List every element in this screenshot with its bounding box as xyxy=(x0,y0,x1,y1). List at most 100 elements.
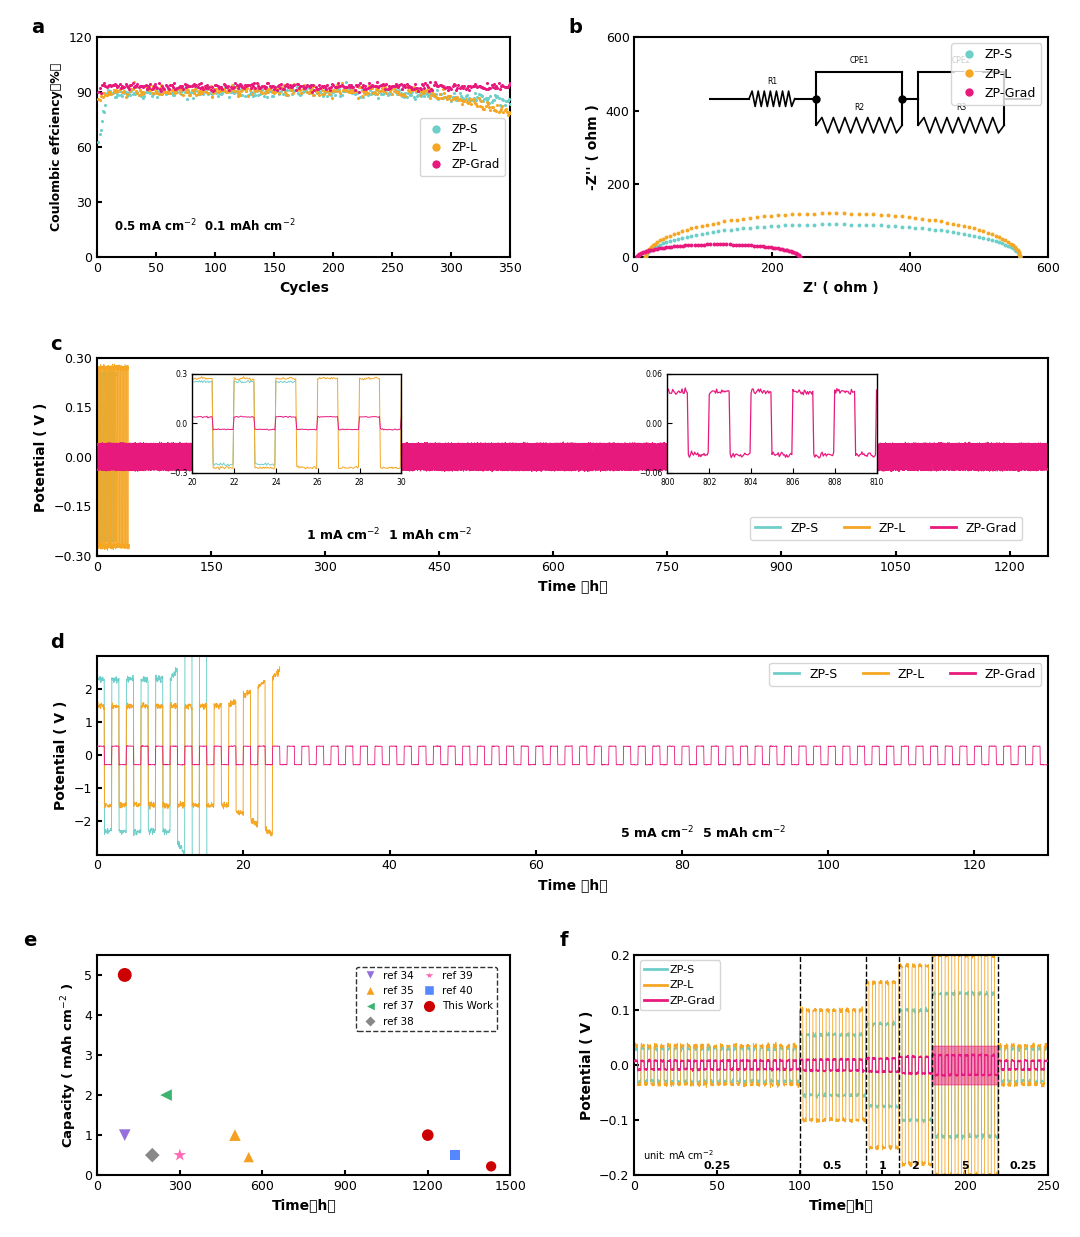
Y-axis label: -Z'' ( ohm ): -Z'' ( ohm ) xyxy=(586,104,600,190)
Point xyxy=(648,239,665,259)
Point xyxy=(287,80,305,100)
Point xyxy=(350,75,367,95)
Point xyxy=(302,74,320,94)
Point xyxy=(320,82,337,101)
Point xyxy=(193,82,211,101)
Point xyxy=(827,204,845,224)
Point xyxy=(359,83,376,103)
Point xyxy=(442,87,459,106)
Point xyxy=(414,82,431,101)
Point xyxy=(274,84,292,104)
Point xyxy=(276,77,294,96)
Point xyxy=(495,103,512,122)
Point xyxy=(178,74,195,94)
Point xyxy=(271,78,288,98)
Point xyxy=(278,84,295,104)
Point xyxy=(351,82,368,101)
Point xyxy=(181,83,199,103)
Point xyxy=(779,240,796,260)
Point xyxy=(375,84,392,104)
Point xyxy=(252,79,269,99)
Point xyxy=(240,1147,257,1166)
Point xyxy=(683,235,700,255)
Point xyxy=(384,77,402,96)
Point xyxy=(693,224,711,244)
Point xyxy=(306,80,323,100)
Point xyxy=(282,80,299,100)
Point xyxy=(632,244,649,263)
Point xyxy=(280,85,297,105)
Point xyxy=(370,77,388,96)
Point xyxy=(286,74,303,94)
Point xyxy=(345,83,362,103)
Point xyxy=(170,79,187,99)
Point xyxy=(341,82,359,101)
Point xyxy=(152,84,170,104)
Point xyxy=(248,80,266,100)
Point xyxy=(299,82,316,101)
Point xyxy=(791,246,808,266)
Point xyxy=(340,75,357,95)
Point xyxy=(403,79,420,99)
Point xyxy=(478,90,496,110)
Point xyxy=(448,79,465,99)
Point xyxy=(414,74,431,94)
Point xyxy=(292,80,309,100)
Point xyxy=(100,84,118,104)
Point xyxy=(367,77,384,96)
Point xyxy=(791,246,808,266)
Point xyxy=(137,74,154,94)
Point xyxy=(165,82,183,101)
Point xyxy=(212,77,229,96)
Point xyxy=(341,79,359,99)
Point xyxy=(291,84,308,104)
Point xyxy=(415,83,432,103)
Point xyxy=(483,75,500,95)
Point xyxy=(246,82,264,101)
Point xyxy=(168,78,186,98)
Point xyxy=(378,80,395,100)
Point xyxy=(191,82,208,101)
Point xyxy=(252,84,269,104)
Point xyxy=(325,75,342,95)
Point xyxy=(408,85,426,105)
Point xyxy=(450,90,468,110)
Point xyxy=(237,75,254,95)
Point xyxy=(678,226,696,246)
Point xyxy=(980,229,997,249)
Point xyxy=(417,82,434,101)
Point xyxy=(273,82,291,101)
Point xyxy=(125,78,143,98)
Point xyxy=(433,77,450,96)
Point xyxy=(920,219,937,239)
Point xyxy=(665,224,683,244)
Point xyxy=(363,77,380,96)
Point xyxy=(210,82,227,101)
Point xyxy=(401,80,418,100)
Point xyxy=(716,220,733,240)
Point xyxy=(107,75,124,95)
Point xyxy=(769,205,786,225)
Point xyxy=(733,235,751,255)
Point xyxy=(364,82,381,101)
Point xyxy=(354,87,372,106)
Point xyxy=(303,80,321,100)
Point xyxy=(496,77,513,96)
Point xyxy=(180,85,198,105)
Point xyxy=(474,99,491,119)
Point xyxy=(244,77,261,96)
Point xyxy=(489,78,507,98)
Point xyxy=(194,84,212,104)
Point xyxy=(185,75,202,95)
Point xyxy=(112,78,130,98)
Point xyxy=(496,100,513,120)
Point xyxy=(189,77,206,96)
Point xyxy=(318,79,335,99)
Point xyxy=(168,83,186,103)
Point xyxy=(464,89,482,109)
Point xyxy=(748,218,766,238)
Point xyxy=(161,79,178,99)
Point xyxy=(217,77,234,96)
Point xyxy=(307,80,324,100)
Point xyxy=(671,236,688,256)
